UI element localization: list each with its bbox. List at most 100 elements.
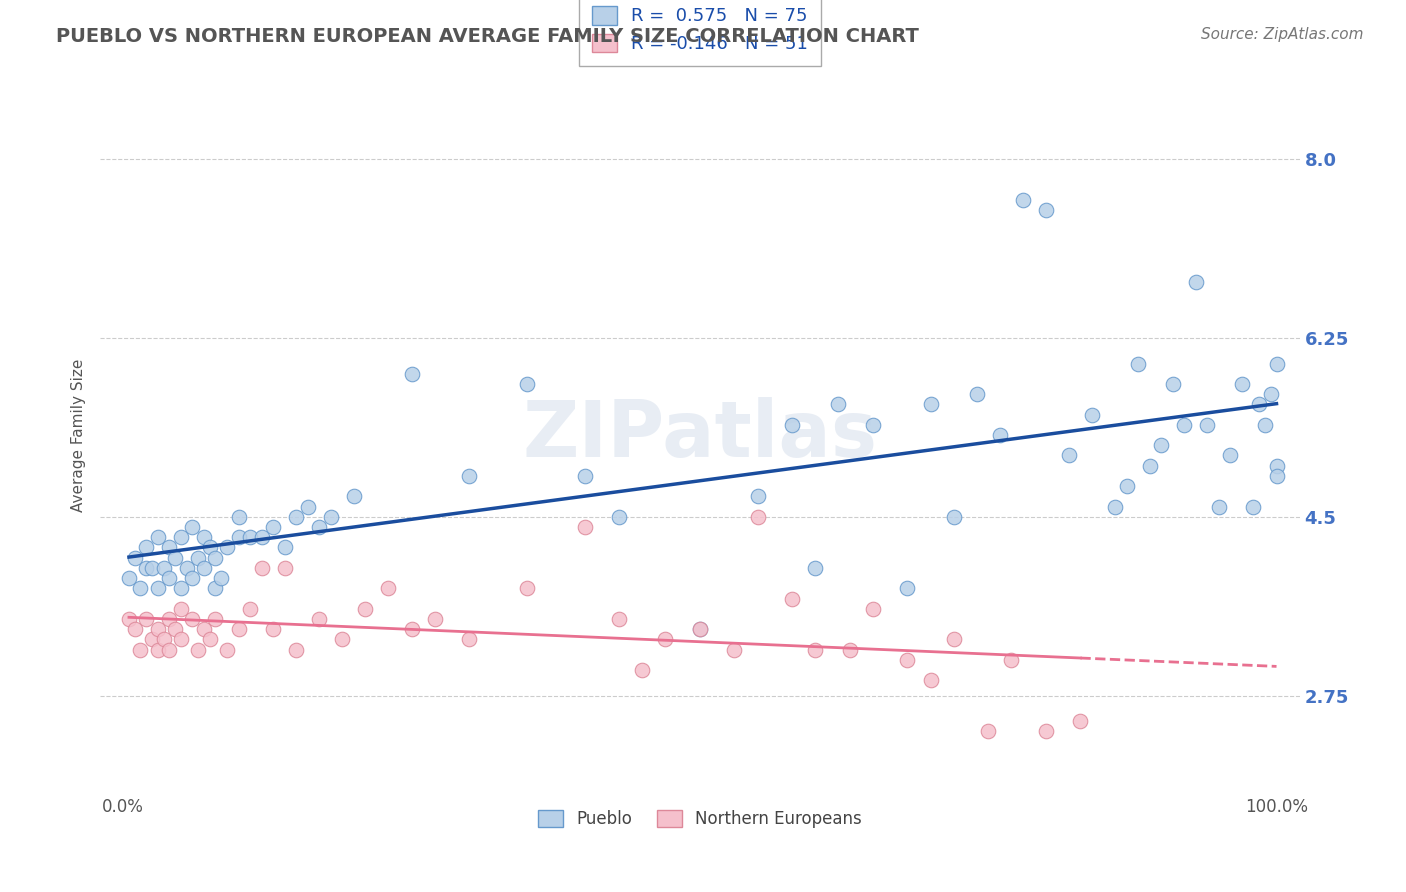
Point — [228, 530, 250, 544]
Point — [146, 530, 169, 544]
Point — [308, 520, 330, 534]
Point — [780, 591, 803, 606]
Point — [1035, 724, 1057, 739]
Point — [204, 582, 226, 596]
Point — [1265, 357, 1288, 371]
Point — [170, 601, 193, 615]
Point — [423, 612, 446, 626]
Point — [129, 582, 152, 596]
Point — [1260, 387, 1282, 401]
Point — [516, 582, 538, 596]
Point — [1243, 500, 1265, 514]
Point — [204, 550, 226, 565]
Point — [152, 561, 174, 575]
Point — [193, 561, 215, 575]
Point — [124, 550, 146, 565]
Point — [1126, 357, 1149, 371]
Point — [1173, 417, 1195, 432]
Point — [458, 632, 481, 647]
Point — [516, 376, 538, 391]
Point — [170, 582, 193, 596]
Point — [377, 582, 399, 596]
Point — [631, 663, 654, 677]
Point — [239, 530, 262, 544]
Point — [215, 642, 238, 657]
Point — [170, 632, 193, 647]
Legend: Pueblo, Northern Europeans: Pueblo, Northern Europeans — [531, 803, 869, 834]
Point — [689, 622, 711, 636]
Point — [181, 571, 204, 585]
Y-axis label: Average Family Size: Average Family Size — [72, 359, 86, 512]
Point — [250, 530, 273, 544]
Point — [187, 642, 209, 657]
Point — [193, 530, 215, 544]
Point — [193, 622, 215, 636]
Point — [1057, 449, 1080, 463]
Point — [146, 642, 169, 657]
Point — [654, 632, 676, 647]
Text: Source: ZipAtlas.com: Source: ZipAtlas.com — [1201, 27, 1364, 42]
Point — [204, 612, 226, 626]
Point — [747, 509, 769, 524]
Point — [827, 397, 849, 411]
Point — [1081, 408, 1104, 422]
Point — [1161, 376, 1184, 391]
Point — [804, 642, 827, 657]
Point — [215, 541, 238, 555]
Point — [1139, 458, 1161, 473]
Point — [135, 561, 157, 575]
Point — [135, 612, 157, 626]
Point — [273, 561, 295, 575]
Point — [942, 632, 965, 647]
Point — [896, 582, 918, 596]
Point — [920, 397, 942, 411]
Point — [250, 561, 273, 575]
Point — [146, 582, 169, 596]
Point — [209, 571, 232, 585]
Point — [198, 632, 221, 647]
Point — [181, 612, 204, 626]
Point — [607, 612, 630, 626]
Point — [574, 469, 596, 483]
Text: ZIPatlas: ZIPatlas — [523, 397, 877, 473]
Point — [118, 571, 141, 585]
Point — [966, 387, 988, 401]
Point — [988, 428, 1011, 442]
Point — [780, 417, 803, 432]
Point — [285, 642, 308, 657]
Point — [135, 541, 157, 555]
Point — [747, 489, 769, 503]
Point — [262, 622, 284, 636]
Point — [297, 500, 319, 514]
Point — [942, 509, 965, 524]
Point — [141, 632, 163, 647]
Point — [1254, 417, 1277, 432]
Point — [401, 622, 423, 636]
Point — [862, 417, 884, 432]
Point — [165, 622, 187, 636]
Point — [129, 642, 152, 657]
Point — [1219, 449, 1241, 463]
Point — [838, 642, 860, 657]
Point — [1265, 469, 1288, 483]
Point — [1230, 376, 1253, 391]
Point — [862, 601, 884, 615]
Point — [920, 673, 942, 688]
Point — [977, 724, 1000, 739]
Point — [1000, 653, 1022, 667]
Point — [458, 469, 481, 483]
Point — [157, 612, 180, 626]
Point — [170, 530, 193, 544]
Point — [228, 509, 250, 524]
Point — [285, 509, 308, 524]
Point — [262, 520, 284, 534]
Point — [1115, 479, 1137, 493]
Point — [152, 632, 174, 647]
Point — [607, 509, 630, 524]
Point — [343, 489, 366, 503]
Point — [157, 571, 180, 585]
Point — [146, 622, 169, 636]
Point — [1265, 458, 1288, 473]
Point — [273, 541, 295, 555]
Point — [1150, 438, 1173, 452]
